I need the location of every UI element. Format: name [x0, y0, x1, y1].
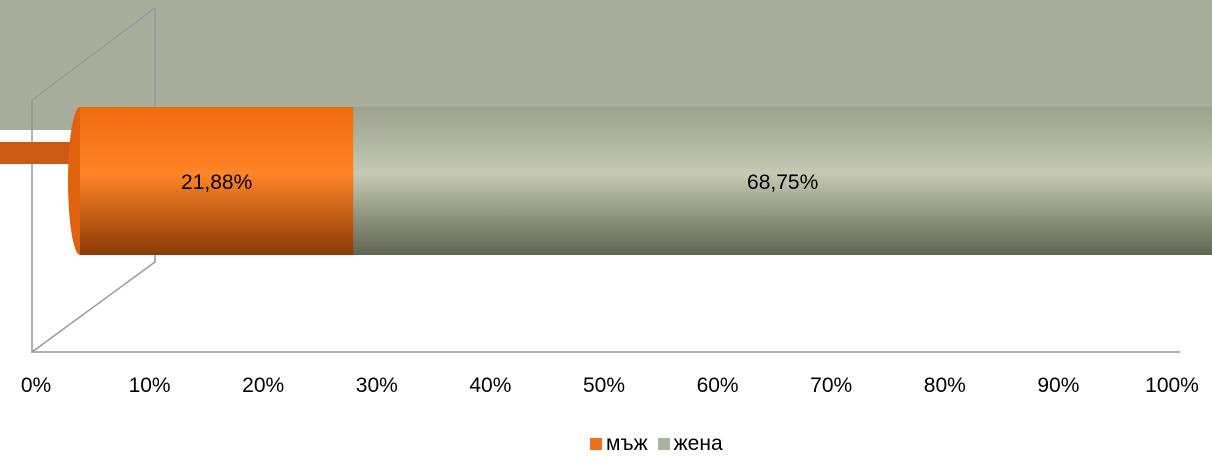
x-tick-label: 70% [810, 374, 852, 397]
x-tick-label: 80% [924, 374, 966, 397]
legend-item-women: жена [657, 432, 723, 456]
bars-group: 21,88% 68,75% [68, 107, 1212, 255]
x-tick-label: 40% [469, 374, 511, 397]
legend-swatch-men [590, 438, 602, 450]
x-tick-label: 10% [129, 374, 171, 397]
x-tick-labels: 0% 10% 20% 30% 40% 50% 60% 70% 80% 90% 100% [21, 374, 1199, 397]
x-tick-label: 100% [1145, 374, 1199, 397]
x-tick-label: 90% [1037, 374, 1079, 397]
x-tick-label: 30% [356, 374, 398, 397]
x-tick-label: 60% [697, 374, 739, 397]
bar-segment-men [80, 107, 354, 255]
x-tick-label: 50% [583, 374, 625, 397]
legend-label-men: мъж [606, 432, 648, 455]
bar-segment-women [353, 107, 1212, 255]
x-tick-label: 20% [242, 374, 284, 397]
x-tick-label: 0% [21, 374, 51, 397]
legend-label-women: жена [673, 432, 723, 455]
legend-swatch-women [657, 438, 670, 450]
data-label-men: 21,88% [181, 171, 252, 194]
legend-item-men: мъж [590, 432, 648, 456]
data-label-women: 68,75% [747, 171, 818, 194]
bar-stub [0, 142, 78, 164]
legend: мъж жена [590, 432, 733, 456]
